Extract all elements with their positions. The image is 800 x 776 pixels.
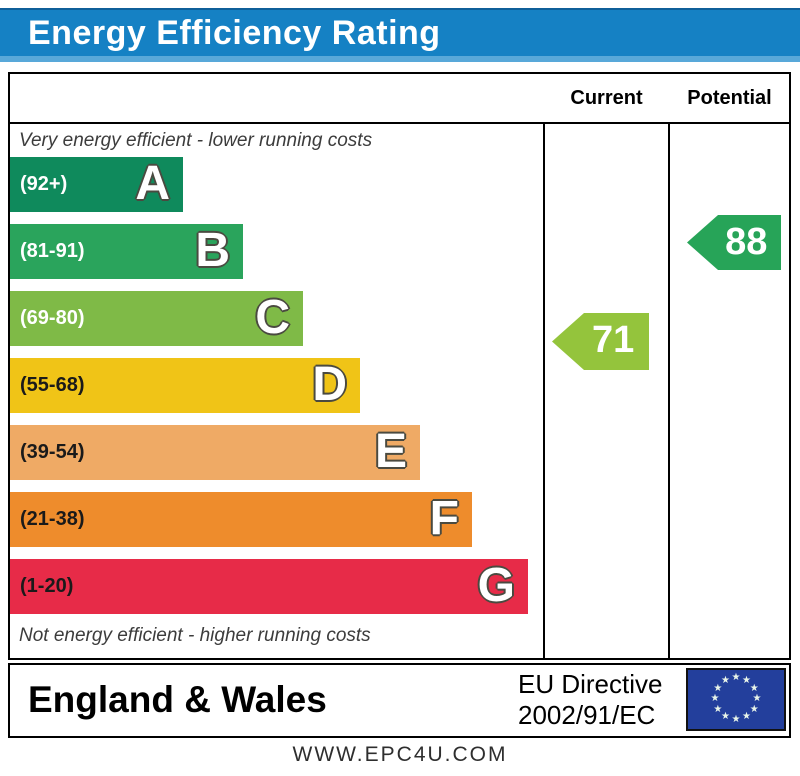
header-banner: Energy Efficiency Rating — [0, 8, 800, 62]
eu-directive-label: EU Directive 2002/91/EC — [518, 669, 662, 731]
eu-flag-star-icon: ★ — [742, 711, 751, 723]
band-range-label: (39-54) — [20, 441, 85, 463]
eu-directive-line2: 2002/91/EC — [518, 700, 656, 730]
band-row-B: (81-91) B — [10, 224, 243, 279]
band-row-A: (92+) A — [10, 157, 183, 212]
table-header-row: Current Potential — [10, 74, 789, 124]
eu-flag-icon: ★ ★ ★ ★ ★ ★ ★ ★ ★ ★ ★ ★ — [686, 668, 786, 731]
footer-box: England & Wales EU Directive 2002/91/EC … — [8, 663, 791, 738]
band-row-G: (1-20) G — [10, 559, 528, 614]
band-letter: A — [135, 157, 170, 210]
band-letter: B — [195, 224, 230, 277]
band-range-label: (69-80) — [20, 307, 85, 329]
eu-flag-star-icon: ★ — [731, 672, 741, 683]
band-range-label: (81-91) — [20, 240, 85, 262]
current-rating-value: 71 — [591, 319, 635, 361]
potential-rating-value: 88 — [725, 221, 768, 263]
band-row-C: (69-80) C — [10, 291, 303, 346]
rating-table: Current Potential Very energy efficient … — [8, 72, 791, 660]
eu-flag-star-icon: ★ — [742, 674, 751, 686]
eu-flag-star-icon: ★ — [749, 682, 759, 694]
page-title: Energy Efficiency Rating — [28, 14, 441, 52]
band-letter: D — [312, 358, 347, 411]
current-rating-arrow: 71 — [552, 313, 649, 370]
eu-flag-star-icon: ★ — [721, 711, 730, 723]
eu-flag-star-icon: ★ — [749, 703, 759, 715]
band-row-F: (21-38) F — [10, 492, 472, 547]
band-range-label: (21-38) — [20, 508, 85, 530]
band-letter: E — [374, 425, 407, 478]
region-label: England & Wales — [28, 679, 327, 720]
band-row-D: (55-68) D — [10, 358, 360, 413]
eu-flag-star-icon: ★ — [731, 714, 741, 725]
current-column-header: Current — [570, 87, 643, 109]
eu-flag-star-icon: ★ — [713, 703, 723, 715]
band-range-label: (55-68) — [20, 374, 85, 396]
eu-flag-star-icon: ★ — [721, 674, 730, 686]
band-row-E: (39-54) E — [10, 425, 420, 480]
eu-flag-star-icon: ★ — [710, 693, 720, 704]
band-letter: G — [477, 559, 515, 612]
caption-not-efficient: Not energy efficient - higher running co… — [19, 625, 371, 646]
band-letter: C — [255, 291, 290, 344]
band-letter: F — [429, 492, 459, 545]
website-url: WWW.EPC4U.COM — [292, 743, 508, 766]
band-range-label: (1-20) — [20, 575, 74, 597]
current-column-divider — [543, 74, 545, 658]
eu-flag-star-icon: ★ — [713, 682, 723, 694]
band-range-label: (92+) — [20, 173, 68, 195]
potential-column-divider — [668, 74, 670, 658]
eu-flag-star-icon: ★ — [752, 693, 762, 704]
eu-directive-line1: EU Directive — [518, 669, 663, 699]
potential-column-header: Potential — [687, 87, 772, 109]
caption-very-efficient: Very energy efficient - lower running co… — [19, 130, 373, 151]
potential-rating-arrow: 88 — [687, 215, 781, 270]
